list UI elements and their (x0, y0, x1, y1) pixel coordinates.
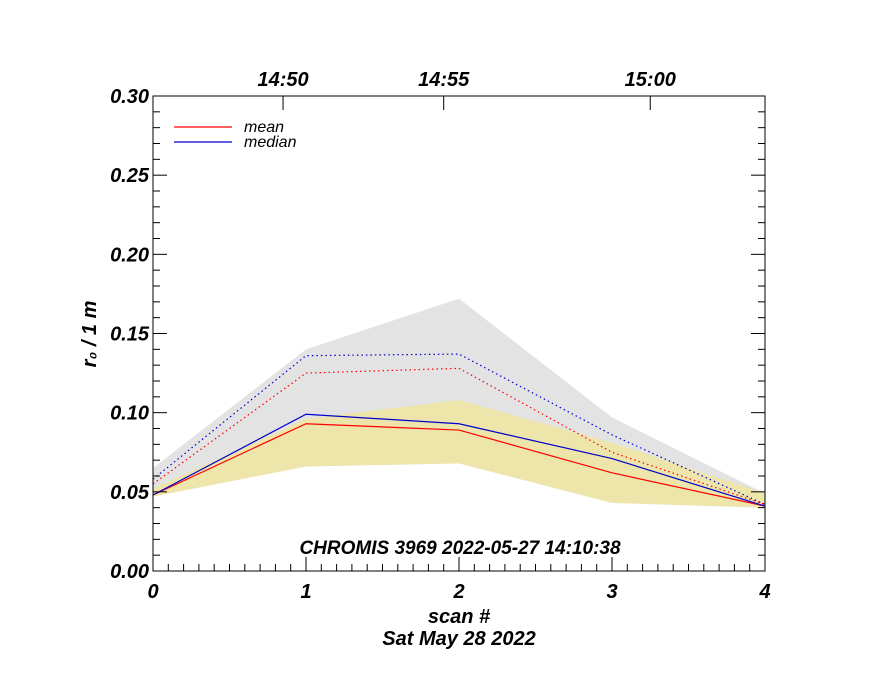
y-axis-title: r₀ / 1 m (79, 301, 101, 368)
y-tick-label: 0.20 (110, 244, 149, 266)
plot-frame (152, 95, 766, 572)
x-tick-label: 0 (147, 581, 158, 603)
y-tick-label: 0.25 (110, 165, 150, 187)
top-time-label: 15:00 (625, 69, 676, 91)
series-median-upper (152, 353, 766, 506)
x-tick-label: 4 (758, 581, 770, 603)
y-tick-labels: 0.00 0.05 0.10 0.15 0.20 0.25 0.30 (110, 86, 150, 583)
legend-mean-label: mean (244, 119, 284, 136)
series-lines (152, 353, 766, 507)
x-axis-title: scan # (428, 606, 491, 628)
y-tick-label: 0.30 (110, 86, 149, 108)
range-bands (153, 298, 765, 508)
series-mean (152, 423, 766, 507)
y-tick-label: 0.10 (110, 403, 149, 425)
x-tick-label: 3 (606, 581, 617, 603)
x-tick-label: 2 (452, 581, 464, 603)
x-tick-label: 1 (300, 581, 311, 603)
legend-median-label: median (244, 134, 297, 151)
y-tick-label: 0.05 (110, 482, 150, 504)
top-time-label: 14:50 (257, 69, 308, 91)
x-tick-labels: 0 1 2 3 4 (147, 581, 770, 603)
top-time-label: 14:55 (418, 69, 470, 91)
y-tick-label: 0.15 (110, 324, 150, 346)
chart-annotation: CHROMIS 3969 2022-05-27 14:10:38 (299, 538, 621, 559)
top-time-labels: 14:50 14:55 15:00 (257, 69, 675, 91)
band-inner-range (153, 400, 765, 508)
y-tick-label: 0.00 (110, 561, 149, 583)
series-median (152, 413, 766, 507)
legend: mean median (174, 119, 297, 151)
date-label: Sat May 28 2022 (382, 628, 535, 650)
